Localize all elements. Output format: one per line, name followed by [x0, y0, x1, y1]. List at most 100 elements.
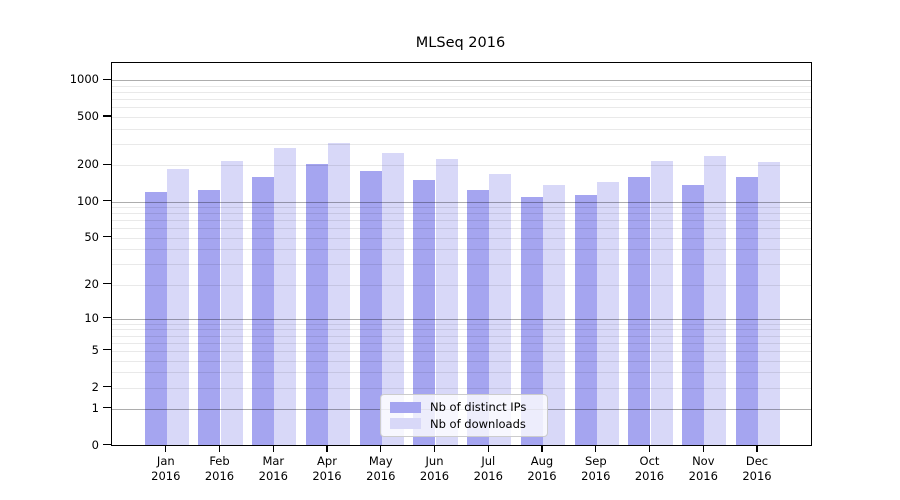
y-tick-label-100: 100: [77, 193, 99, 208]
y-tick-label-50: 50: [84, 229, 99, 244]
x-tick-label-oct: Oct 2016: [618, 454, 682, 485]
x-tick-label-jan: Jan 2016: [134, 454, 198, 485]
x-tick-label-apr: Apr 2016: [295, 454, 359, 485]
gridline-minor-300: [112, 143, 811, 145]
x-tick-label-nov: Nov 2016: [671, 454, 735, 485]
chart-title: MLSeq 2016: [415, 35, 506, 51]
gridline-minor-500: [112, 117, 811, 118]
y-tick-label-2: 2: [91, 379, 99, 394]
x-tick-label-sep: Sep 2016: [564, 454, 628, 485]
year-label: 2016: [151, 469, 181, 483]
gridline-minor-900: [112, 86, 811, 87]
legend-item-distinct-ips: Nb of distinct IPs: [390, 400, 538, 414]
month-label: Dec: [745, 453, 769, 468]
bar-ips-may: [359, 171, 382, 445]
y-tick-1: [103, 407, 111, 409]
month-label: Mar: [262, 453, 285, 468]
legend-label: Nb of distinct IPs: [430, 400, 527, 415]
x-tick-may: [380, 445, 382, 452]
year-label: 2016: [473, 469, 503, 483]
year-label: 2016: [204, 469, 235, 483]
month-label: Jul: [481, 453, 496, 468]
bar-downloads-jun: [435, 159, 458, 445]
legend-swatch-downloads: [390, 418, 421, 430]
bar-downloads-dec: [758, 162, 781, 445]
bar-ips-apr: [305, 163, 328, 445]
y-tick-200: [103, 163, 111, 165]
x-tick-dec: [756, 445, 758, 452]
month-label: Aug: [530, 453, 554, 468]
gridline-minor-400: [112, 128, 811, 130]
legend-label: Nb of downloads: [430, 416, 526, 431]
x-tick-apr: [326, 445, 328, 452]
month-label: May: [368, 453, 393, 468]
gridline-minor-600: [112, 107, 811, 109]
x-tick-jan: [165, 445, 167, 452]
year-label: 2016: [366, 469, 396, 483]
y-tick-1000: [103, 78, 111, 81]
month-label: Apr: [317, 453, 337, 468]
y-tick-5: [103, 349, 111, 351]
bar-downloads-aug: [543, 184, 566, 445]
bar-ips-oct: [628, 176, 651, 445]
year-label: 2016: [312, 469, 342, 483]
legend-item-downloads: Nb of downloads: [390, 417, 538, 431]
bar-downloads-nov: [704, 155, 727, 445]
bar-ips-sep: [574, 195, 597, 445]
y-tick-10: [103, 317, 111, 319]
y-tick-20: [103, 283, 111, 285]
gridline-minor-700: [112, 99, 811, 101]
month-label: Jun: [425, 453, 444, 468]
y-tick-100: [103, 200, 111, 202]
bar-ips-nov: [682, 185, 705, 445]
x-tick-nov: [702, 445, 704, 452]
y-tick-label-500: 500: [77, 109, 99, 123]
legend: Nb of distinct IPs Nb of downloads: [380, 394, 548, 437]
bar-ips-feb: [198, 190, 221, 445]
y-tick-500: [103, 115, 111, 117]
y-tick-label-20: 20: [84, 276, 99, 291]
bar-downloads-may: [381, 152, 404, 445]
x-tick-label-may: May 2016: [349, 454, 413, 485]
year-label: 2016: [419, 469, 450, 483]
x-tick-label-jul: Jul 2016: [456, 454, 520, 485]
legend-swatch-distinct-ips: [390, 401, 421, 413]
bar-ips-jan: [144, 191, 167, 445]
x-tick-jul: [487, 445, 489, 452]
x-tick-sep: [595, 445, 597, 452]
month-label: Feb: [209, 453, 230, 468]
bar-downloads-sep: [596, 182, 619, 445]
x-tick-mar: [272, 445, 274, 452]
bar-ips-mar: [252, 177, 275, 445]
plot-area: [111, 62, 812, 446]
x-tick-jun: [433, 445, 436, 452]
bar-ips-jul: [467, 189, 490, 445]
y-tick-label-1: 1: [91, 400, 99, 415]
gridline-minor-800: [112, 92, 811, 94]
y-tick-label-1000: 1000: [69, 72, 99, 87]
x-tick-aug: [541, 445, 543, 452]
y-tick-2: [103, 385, 111, 388]
year-label: 2016: [258, 469, 288, 483]
month-label: Oct: [639, 453, 660, 468]
x-tick-label-dec: Dec 2016: [725, 454, 789, 485]
year-label: 2016: [742, 469, 772, 483]
y-tick-label-200: 200: [77, 157, 99, 172]
year-label: 2016: [688, 469, 718, 483]
y-tick-label-10: 10: [84, 310, 99, 325]
x-tick-feb: [218, 445, 221, 452]
bar-downloads-jan: [166, 169, 189, 445]
month-label: Nov: [692, 453, 715, 468]
bar-ips-aug: [520, 197, 543, 445]
y-tick-label-0: 0: [91, 437, 99, 452]
bar-downloads-mar: [274, 147, 297, 445]
y-tick-label-5: 5: [91, 342, 99, 357]
bar-downloads-jul: [489, 173, 512, 445]
bar-downloads-apr: [328, 142, 351, 445]
year-label: 2016: [634, 469, 665, 483]
x-tick-label-feb: Feb 2016: [188, 454, 252, 485]
bar-downloads-oct: [650, 161, 673, 445]
x-tick-label-mar: Mar 2016: [241, 454, 305, 485]
gridline-major-1000: [112, 80, 811, 82]
